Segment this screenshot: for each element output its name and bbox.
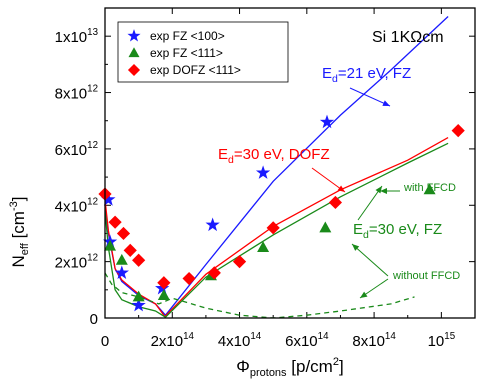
data-point [155,280,170,295]
y-tick-label: 4x1012 [55,196,98,215]
legend-box [117,21,289,83]
data-point [266,221,280,235]
y-tick-label: 8x1012 [55,84,98,103]
data-point [132,290,145,302]
annotation-ed30dofz: Ed=30 eV, DOFZ [218,146,330,166]
annotation-withffcd: with FFCD [403,182,456,194]
legend-marker-diamond [127,63,141,77]
sample-label: Si 1KΩcm [372,29,444,46]
annotation-arrow [351,243,389,277]
model-curve-3 [105,142,449,318]
y-tick-label: 6x1012 [55,140,98,159]
data-point [451,123,465,138]
data-point [319,221,332,233]
annotation-arrow [349,87,391,107]
data-point [123,243,137,257]
model-curve-2 [105,137,449,318]
data-point [157,276,171,290]
data-point [115,253,128,265]
legend-marker-star [127,29,141,42]
y-tick-label: 2x1012 [55,253,98,272]
data-point [131,297,146,312]
arrow-head [380,188,387,194]
annotations: Ed=21 eV, FZ Ed=30 eV, DOFZ Ed=30 eV, FZ wi… [218,65,460,282]
data-point [104,239,117,251]
model-curves [105,16,449,318]
arrow-head [337,185,345,192]
data-point [232,255,247,269]
annotation-withoutffcd: without FFCD [392,270,460,282]
x-tick-label: 8x1014 [352,331,396,350]
arrow-head [382,100,390,106]
series-diamond [98,123,465,290]
series-triangle [104,183,436,302]
x-axis-label: Φprotons [p/cm2] [236,356,343,379]
annotation-ed21: Ed=21 eV, FZ [322,65,411,85]
data-point [205,217,220,232]
data-point [101,192,116,206]
model-curve-4 [105,272,415,318]
data-point [255,165,271,179]
data-point [116,226,131,241]
data-point [182,271,196,286]
legend-marker-triangle [128,47,140,58]
arrow-head [375,186,382,194]
plot-frame [104,7,476,319]
data-point [319,114,335,129]
data-point [108,215,122,229]
data-point [423,183,436,195]
y-tick-label: 1x1013 [55,27,98,46]
annotation-ed30fz: Ed=30 eV, FZ [353,221,442,241]
x-tick-label: 6x1014 [285,331,329,350]
data-point [328,195,343,210]
legend-label: exp FZ <111> [150,46,223,60]
y-axis-label: Neff [cm-3] [8,197,31,268]
data-point [114,265,129,279]
x-tick-label: 2x1014 [151,331,195,350]
series-star [101,114,335,312]
arrow-head [360,291,368,298]
data-point [257,241,270,253]
legend: exp FZ <100> exp FZ <111> exp DOFZ <111> [117,21,289,83]
x-tick-label: 4x1014 [218,331,262,350]
tick-labels: 0 2x1014 4x1014 6x1014 8x1014 1015 0 2x1012 4x10… [55,27,456,350]
legend-label: exp DOFZ <111> [150,63,241,77]
y-tick-label: 0 [90,311,98,328]
data-point [157,289,170,300]
arrow-head [352,244,360,251]
data-point [132,253,146,267]
data-points [98,114,465,312]
annotation-arrows [311,87,400,299]
data-point [207,266,221,280]
legend-label: exp FZ <100> [150,29,225,43]
x-tick-label: 0 [101,333,109,350]
x-tick-label: 1015 [428,331,456,350]
